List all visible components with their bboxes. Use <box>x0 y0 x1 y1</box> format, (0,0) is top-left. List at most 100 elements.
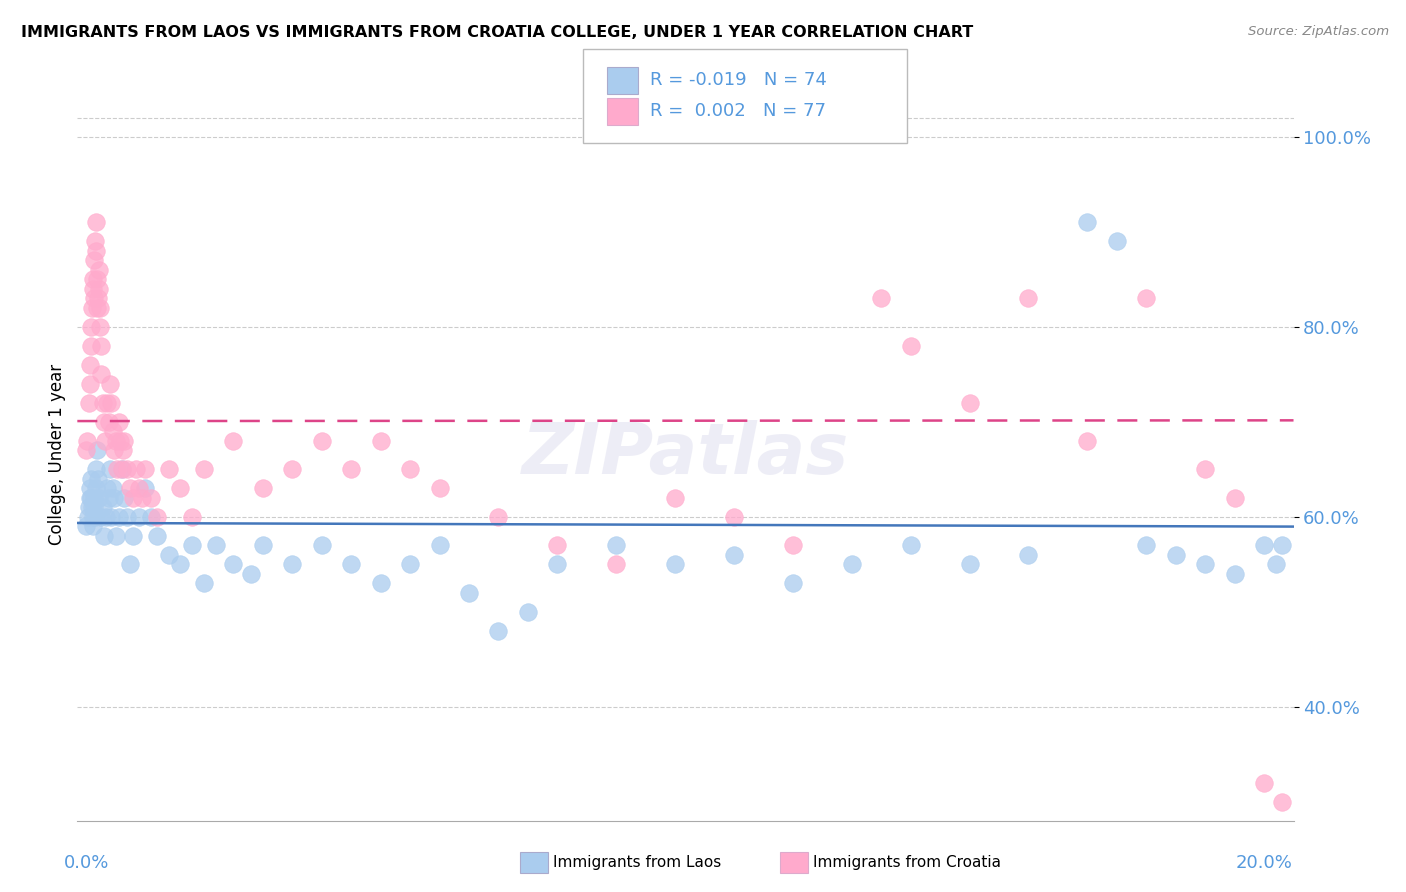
Text: Immigrants from Laos: Immigrants from Laos <box>553 855 721 870</box>
Point <box>96 395 118 409</box>
Point <box>157 548 180 562</box>
Point <box>93 529 115 543</box>
Point <box>76 434 98 448</box>
Point <box>86 301 108 315</box>
Point <box>84 481 107 495</box>
Point <box>86 272 108 286</box>
Point <box>77 395 100 409</box>
Text: 0.0%: 0.0% <box>63 854 108 871</box>
Point <box>104 529 127 543</box>
Point <box>340 462 363 476</box>
Point <box>87 472 110 486</box>
Point <box>125 462 148 476</box>
Point <box>782 576 804 591</box>
Point <box>79 376 101 391</box>
Point <box>122 491 145 505</box>
Point <box>110 462 132 476</box>
Point <box>89 301 111 315</box>
Point <box>1018 291 1040 305</box>
Point <box>83 291 105 305</box>
Point <box>429 538 451 552</box>
Point <box>139 509 162 524</box>
Point <box>1223 566 1246 581</box>
Point <box>1105 234 1128 248</box>
Point <box>546 557 568 571</box>
Point <box>105 462 128 476</box>
Point <box>82 509 104 524</box>
Point <box>100 395 122 409</box>
Point <box>252 481 274 495</box>
Point <box>1076 434 1098 448</box>
Point <box>84 215 107 229</box>
Point <box>104 434 127 448</box>
Point <box>605 538 627 552</box>
Point <box>146 529 169 543</box>
Point <box>399 462 422 476</box>
Point <box>458 585 481 599</box>
Point <box>90 339 112 353</box>
Point <box>157 462 180 476</box>
Point <box>311 434 333 448</box>
Point <box>222 434 245 448</box>
Point <box>900 339 922 353</box>
Point <box>252 538 274 552</box>
Point <box>1194 557 1216 571</box>
Point <box>120 557 142 571</box>
Point <box>111 443 134 458</box>
Point <box>146 509 169 524</box>
Point <box>131 491 153 505</box>
Point <box>959 395 981 409</box>
Text: 20.0%: 20.0% <box>1236 854 1292 871</box>
Point <box>169 557 191 571</box>
Point <box>222 557 245 571</box>
Text: Source: ZipAtlas.com: Source: ZipAtlas.com <box>1249 25 1389 38</box>
Point <box>128 509 150 524</box>
Point <box>86 443 108 458</box>
Point <box>169 481 191 495</box>
Point <box>82 519 104 533</box>
Point <box>87 291 110 305</box>
Point <box>87 282 110 296</box>
Point <box>103 443 125 458</box>
Point <box>83 253 105 268</box>
Point <box>80 491 103 505</box>
Point <box>97 415 120 429</box>
Point <box>664 491 686 505</box>
Text: Immigrants from Croatia: Immigrants from Croatia <box>813 855 1001 870</box>
Point <box>84 244 107 258</box>
Point <box>80 319 103 334</box>
Point <box>117 509 139 524</box>
Point <box>1194 462 1216 476</box>
Point <box>128 481 150 495</box>
Point <box>516 605 538 619</box>
Point <box>1223 491 1246 505</box>
Point <box>370 576 392 591</box>
Point <box>281 462 304 476</box>
Point <box>1135 291 1157 305</box>
Point <box>900 538 922 552</box>
Text: R = -0.019   N = 74: R = -0.019 N = 74 <box>650 71 827 89</box>
Point <box>97 491 120 505</box>
Point <box>340 557 363 571</box>
Point <box>122 529 145 543</box>
Point <box>77 500 100 515</box>
Point <box>117 462 139 476</box>
Point <box>84 234 107 248</box>
Point <box>1271 795 1294 809</box>
Point <box>488 509 510 524</box>
Point <box>87 262 110 277</box>
Point <box>75 519 97 533</box>
Point <box>90 509 112 524</box>
Point <box>1271 538 1294 552</box>
Point <box>134 462 156 476</box>
Point <box>181 509 204 524</box>
Point <box>80 500 103 515</box>
Point <box>605 557 627 571</box>
Point <box>1264 557 1286 571</box>
Text: R =  0.002   N = 77: R = 0.002 N = 77 <box>650 103 825 120</box>
Point <box>399 557 422 571</box>
Point <box>110 434 132 448</box>
Point <box>1253 538 1275 552</box>
Text: ZIPatlas: ZIPatlas <box>522 420 849 490</box>
Y-axis label: College, Under 1 year: College, Under 1 year <box>48 364 66 546</box>
